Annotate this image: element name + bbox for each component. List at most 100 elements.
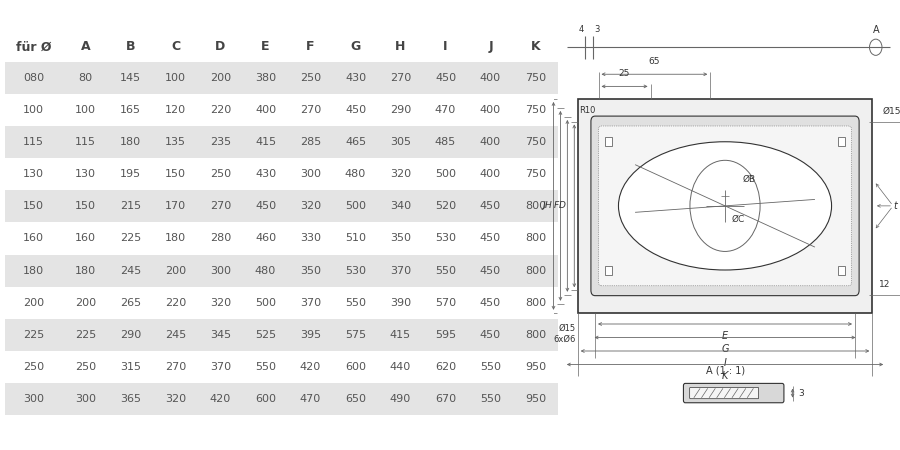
Text: 160: 160 [23,234,44,243]
Text: 340: 340 [390,201,411,212]
Text: 245: 245 [165,330,186,340]
Text: 450: 450 [480,266,501,275]
Text: 800: 800 [525,298,546,308]
Text: t: t [893,201,897,211]
Text: 420: 420 [210,394,231,404]
Text: 100: 100 [23,105,44,115]
Text: 550: 550 [255,362,276,372]
Text: 200: 200 [75,298,96,308]
Text: 570: 570 [435,298,456,308]
Text: 180: 180 [23,266,44,275]
Text: A (1 : 1): A (1 : 1) [706,366,745,376]
Text: 265: 265 [120,298,141,308]
Text: 100: 100 [75,105,96,115]
Text: K: K [531,40,540,54]
Text: 420: 420 [300,362,321,372]
Text: 65: 65 [649,57,661,66]
Text: 270: 270 [390,73,411,83]
Text: 130: 130 [75,169,96,179]
Text: 350: 350 [300,266,321,275]
Text: 100: 100 [165,73,186,83]
Text: 250: 250 [300,73,321,83]
Text: 800: 800 [525,266,546,275]
Text: 480: 480 [255,266,276,275]
Text: 320: 320 [210,298,231,308]
Text: 480: 480 [345,169,366,179]
Bar [606,137,612,146]
Text: 510: 510 [345,234,366,243]
Text: 440: 440 [390,362,411,372]
Text: 550: 550 [435,266,456,275]
Text: 525: 525 [255,330,276,340]
Bar [4,255,558,287]
Text: 400: 400 [480,73,501,83]
Bar [4,319,558,351]
Text: 415: 415 [255,137,276,147]
FancyBboxPatch shape [598,126,851,286]
Text: 330: 330 [300,234,321,243]
Text: 200: 200 [23,298,44,308]
Text: B: B [126,40,135,54]
Text: 315: 315 [120,362,141,372]
Text: 250: 250 [23,362,44,372]
Text: 490: 490 [390,394,411,404]
Text: 4: 4 [579,25,584,34]
Text: 225: 225 [75,330,96,340]
Text: 415: 415 [390,330,411,340]
Text: 150: 150 [75,201,96,212]
Text: 6xØ6: 6xØ6 [554,335,576,344]
Text: 450: 450 [480,201,501,212]
Text: 485: 485 [435,137,456,147]
Text: 220: 220 [165,298,186,308]
Text: ØB: ØB [742,174,755,184]
Text: A: A [872,25,879,35]
Text: 450: 450 [480,234,501,243]
Text: 500: 500 [435,169,456,179]
Bar [578,99,872,313]
Text: 400: 400 [480,169,501,179]
Bar [838,137,844,146]
Bar [606,266,612,274]
Text: 450: 450 [435,73,456,83]
Text: K: K [722,371,728,381]
Text: 400: 400 [480,105,501,115]
FancyBboxPatch shape [591,116,860,296]
Text: 750: 750 [525,105,546,115]
Text: 180: 180 [165,234,186,243]
Text: 370: 370 [390,266,411,275]
Text: 250: 250 [75,362,96,372]
Text: 300: 300 [300,169,321,179]
Text: 150: 150 [23,201,44,212]
Text: 115: 115 [75,137,96,147]
Text: 595: 595 [435,330,456,340]
Text: D: D [215,40,226,54]
Text: 450: 450 [255,201,276,212]
Text: 800: 800 [525,234,546,243]
Text: 3: 3 [797,389,804,398]
Text: 670: 670 [435,394,456,404]
Text: 950: 950 [525,394,546,404]
Text: 470: 470 [435,105,456,115]
Text: 395: 395 [300,330,321,340]
Ellipse shape [618,142,832,270]
Text: 750: 750 [525,73,546,83]
Text: 305: 305 [390,137,411,147]
Text: 320: 320 [165,394,186,404]
Text: 12: 12 [879,280,891,289]
Text: 225: 225 [23,330,44,340]
Text: 150: 150 [165,169,186,179]
Text: 600: 600 [255,394,276,404]
Text: 195: 195 [120,169,141,179]
Text: J: J [488,40,493,54]
Bar [4,190,558,222]
Text: 550: 550 [480,362,501,372]
Text: 165: 165 [120,105,141,115]
Circle shape [690,160,760,252]
Text: 115: 115 [23,137,44,147]
Text: 450: 450 [480,298,501,308]
Text: 3: 3 [594,25,599,34]
Text: 500: 500 [345,201,366,212]
Text: 245: 245 [120,266,141,275]
Text: 280: 280 [210,234,231,243]
Text: 80: 80 [78,73,93,83]
